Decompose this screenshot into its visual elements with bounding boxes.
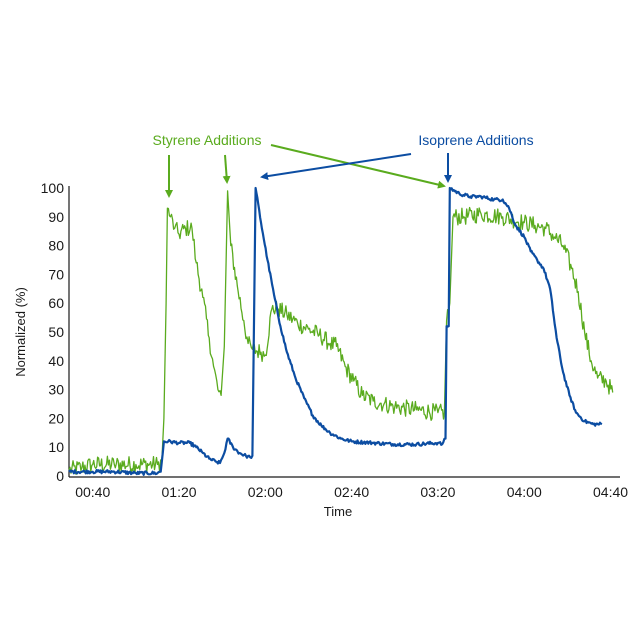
styrene-arrow-3 [270,144,446,189]
series-layer [68,186,614,476]
y-tick-label: 0 [56,468,64,484]
y-tick-label: 60 [48,295,64,311]
x-tick-label: 00:40 [75,484,110,500]
y-tick-label: 100 [41,180,65,196]
x-tick-label: 02:00 [248,484,283,500]
x-tick-labels: 00:40 01:20 02:00 02:40 03:20 04:00 04:40 [75,484,628,500]
y-tick-label: 80 [48,238,64,254]
y-tick-label: 50 [48,324,64,340]
y-tick-label: 10 [48,439,64,455]
x-tick-label: 02:40 [334,484,369,500]
y-tick-label: 90 [48,209,64,225]
y-tick-labels: 0 10 20 30 40 50 60 70 80 90 100 [41,180,65,484]
y-tick-label: 70 [48,266,64,282]
x-tick-label: 01:20 [162,484,197,500]
isoprene-arrow-1 [260,153,412,181]
y-axis-title: Normalized (%) [13,287,28,377]
y-tick-label: 30 [48,382,64,398]
styrene-series-line [68,190,614,475]
isoprene-series-line [68,186,603,476]
styrene-annotation: Styrene Additions [153,132,262,148]
x-tick-label: 03:20 [420,484,455,500]
y-tick-label: 40 [48,353,64,369]
x-tick-label: 04:40 [593,484,628,500]
y-tick-label: 20 [48,410,64,426]
styrene-arrow-2 [222,154,231,184]
x-axis-title: Time [324,504,352,519]
x-tick-label: 04:00 [507,484,542,500]
isoprene-annotation: Isoprene Additions [418,132,533,148]
